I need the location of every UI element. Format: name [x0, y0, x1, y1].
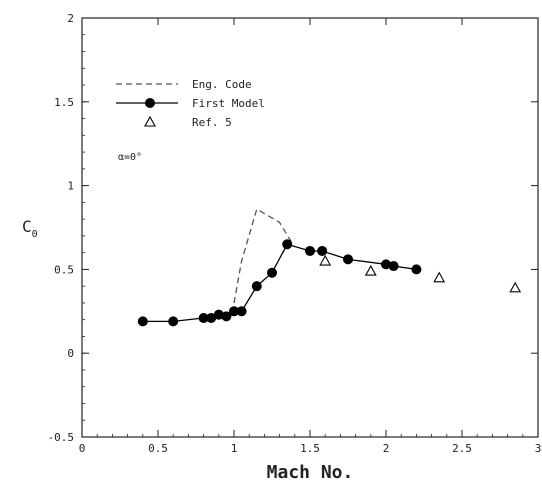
y-axis-ticks: -0.5 0 0.5 1 1.5 2 [48, 12, 538, 444]
y-tick-label: -0.5 [48, 431, 75, 444]
x-tick-label: 2 [383, 442, 390, 455]
data-point [213, 309, 224, 320]
plot-frame [81, 17, 539, 438]
data-point [305, 245, 315, 256]
data-point [364, 264, 377, 276]
x-tick-label: 0.5 [148, 442, 168, 455]
x-tick-label: 2.5 [452, 442, 472, 455]
legend-item: Eng. Code [116, 78, 252, 91]
series-line [233, 208, 293, 304]
y-tick-label: 1 [67, 180, 74, 193]
legend-label: Ref. 5 [192, 116, 232, 129]
data-point [221, 311, 232, 322]
x-tick-label: 1.5 [300, 442, 320, 455]
y-tick-label: 0 [67, 347, 74, 360]
x-axis-ticks: 0 0.5 1 1.5 2 2.5 3 [79, 18, 542, 455]
y-tick-label: 2 [67, 12, 74, 25]
data-point [137, 316, 148, 327]
data-point [282, 239, 293, 250]
legend: Eng. Code First Model Ref. 5 [116, 78, 265, 129]
y-axis-title-main: C [22, 217, 32, 236]
y-axis-title-subscript: 0 [32, 229, 38, 240]
data-point [168, 316, 179, 327]
data-point [509, 281, 522, 293]
angle-annotation: α=0° [118, 152, 142, 163]
data-point [206, 313, 217, 324]
data-point [251, 281, 262, 292]
axes [81, 17, 539, 438]
data-point [319, 254, 332, 266]
y-tick-label: 0.5 [54, 263, 74, 276]
legend-item: Ref. 5 [144, 115, 232, 129]
series-first-model [137, 239, 422, 327]
data-point [229, 306, 239, 317]
y-axis-title: C0 [22, 217, 38, 240]
series-layer [137, 208, 522, 327]
legend-marker [145, 98, 155, 108]
data-point [433, 271, 446, 283]
data-point [198, 313, 209, 324]
data-point [236, 306, 247, 317]
y-tick-label: 1.5 [54, 96, 74, 109]
x-axis-title: Mach No. [267, 462, 354, 483]
data-point [381, 259, 391, 270]
data-point [317, 245, 328, 256]
x-tick-label: 3 [535, 442, 542, 455]
data-point [267, 267, 277, 278]
series-line [142, 243, 417, 323]
legend-item: First Model [116, 97, 265, 110]
data-point [343, 254, 353, 265]
x-tick-label: 0 [79, 442, 86, 455]
legend-label: First Model [192, 97, 265, 110]
data-point [388, 261, 399, 272]
series-eng-code [233, 208, 293, 304]
x-tick-label: 1 [231, 442, 238, 455]
data-point [411, 264, 422, 275]
series-ref-5 [319, 254, 522, 293]
legend-label: Eng. Code [192, 78, 252, 91]
legend-marker [144, 115, 156, 127]
